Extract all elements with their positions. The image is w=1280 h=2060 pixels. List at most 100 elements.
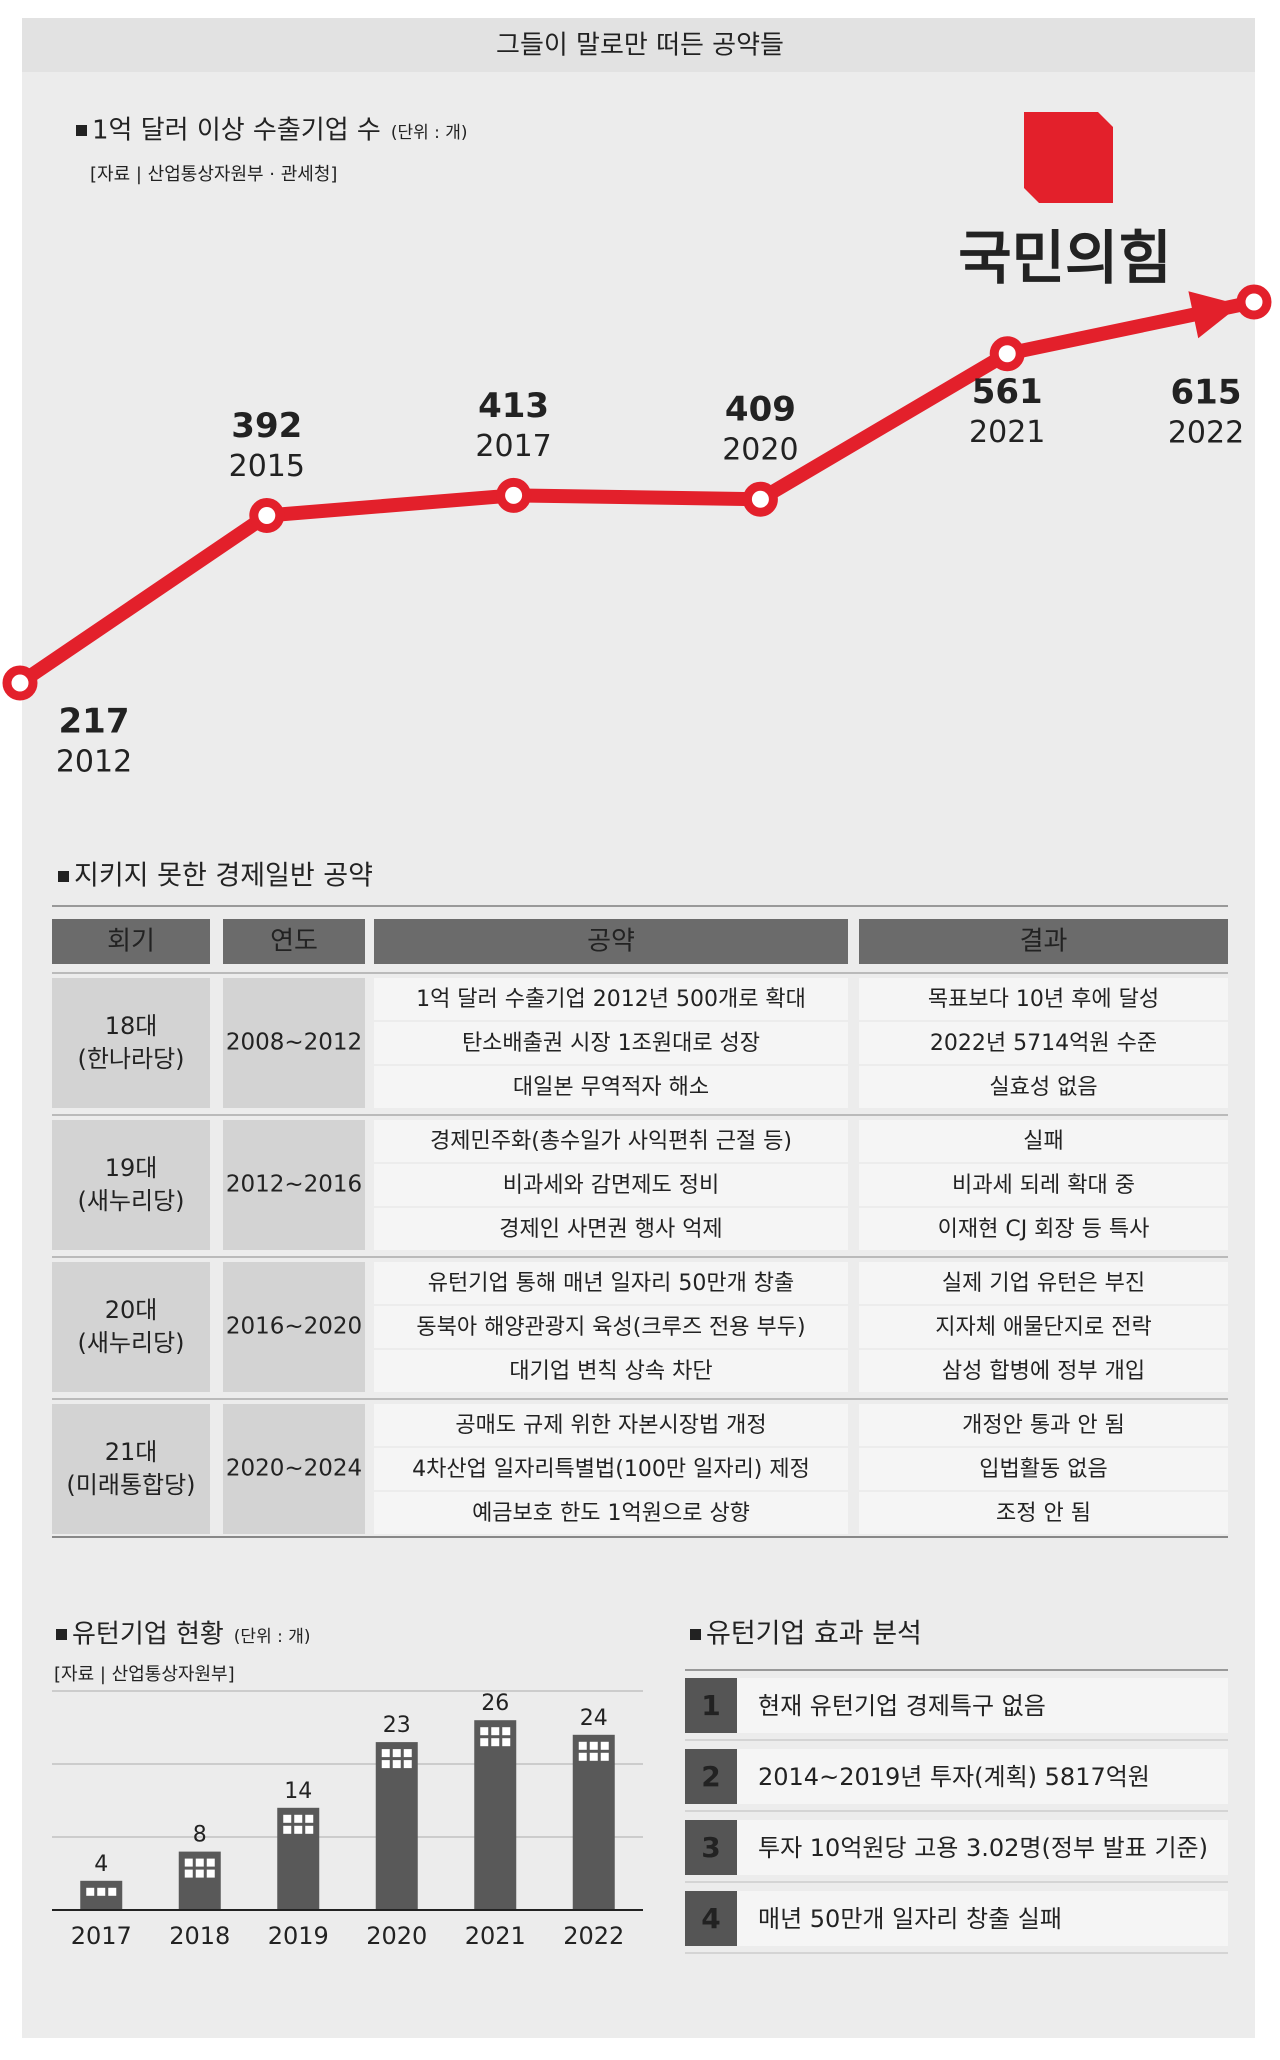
row-cell (374, 1022, 848, 1064)
pledge: 1억 달러 수출기업 2012년 500개로 확대 (416, 987, 806, 1012)
window (589, 1741, 598, 1750)
row-cell (859, 1066, 1228, 1108)
title-band (22, 18, 1255, 72)
row-cell (859, 1350, 1228, 1392)
group-cell (52, 978, 210, 1108)
pledge: 동북아 해양관광지 육성(크루즈 전용 부두) (416, 1315, 805, 1340)
row-cell (374, 1066, 848, 1108)
x-label: 2021 (465, 1922, 526, 1950)
result: 실패 (1023, 1129, 1063, 1154)
row-cell (859, 1492, 1228, 1534)
value-label: 392 (231, 406, 302, 446)
point (249, 497, 285, 533)
bar (572, 1734, 615, 1910)
window (305, 1814, 314, 1823)
window (294, 1825, 303, 1834)
item-text: 현재 유턴기업 경제특구 없음 (758, 1692, 1046, 1720)
window (108, 1887, 117, 1896)
result: 실효성 없음 (989, 1075, 1097, 1100)
session: 19대 (105, 1154, 158, 1182)
window (184, 1869, 193, 1878)
window (86, 1887, 95, 1896)
result: 입법활동 없음 (979, 1457, 1107, 1482)
point (742, 481, 778, 517)
group-cell (52, 1262, 210, 1392)
header-cell (859, 919, 1228, 964)
window (491, 1738, 500, 1747)
row-cell (374, 1448, 848, 1490)
number-box (685, 1678, 737, 1733)
logo-mark (1024, 112, 1113, 203)
window (403, 1749, 412, 1758)
pledge: 유턴기업 통해 매년 일자리 50만개 창출 (428, 1271, 795, 1296)
value-label: 23 (383, 1713, 411, 1738)
item-number: 4 (701, 1902, 720, 1935)
session: 18대 (105, 1012, 158, 1040)
party: (미래통합당) (66, 1471, 195, 1499)
result: 개정안 통과 안 됨 (962, 1413, 1125, 1438)
pledge: 대일본 무역적자 해소 (513, 1075, 709, 1100)
pledge: 비과세와 감면제도 정비 (503, 1173, 719, 1198)
group-cell (223, 1262, 365, 1392)
point (496, 477, 532, 513)
number-box (685, 1749, 737, 1804)
pledge: 경제인 사면권 행사 억제 (499, 1217, 722, 1242)
pledge: 대기업 변칙 상속 차단 (509, 1359, 712, 1384)
point (2, 665, 38, 701)
value-label: 413 (478, 386, 549, 426)
party: (새누리당) (77, 1187, 184, 1215)
result: 조정 안 됨 (996, 1501, 1091, 1526)
window (195, 1858, 204, 1867)
window (184, 1858, 193, 1867)
pledge: 예금보호 한도 1억원으로 상향 (472, 1501, 750, 1526)
page-title: 그들이 말로만 떠든 공약들 (496, 31, 784, 61)
point (989, 336, 1025, 372)
period: 2016~2020 (226, 1314, 362, 1340)
arrow-head (1188, 291, 1241, 339)
number-box (685, 1891, 737, 1946)
window (206, 1869, 215, 1878)
result: 이재현 CJ 회장 등 특사 (938, 1217, 1150, 1242)
item-text: 매년 50만개 일자리 창출 실패 (758, 1905, 1062, 1933)
header-label: 연도 (270, 927, 318, 957)
header-cell (374, 919, 848, 964)
row-cell (859, 1262, 1228, 1304)
value-label: 615 (1171, 373, 1242, 413)
row-cell (374, 1350, 848, 1392)
pledge: 탄소배출권 시장 1조원대로 성장 (462, 1031, 760, 1056)
x-label: 2018 (169, 1922, 230, 1950)
pledge: 4차산업 일자리특별법(100만 일자리) 제정 (412, 1457, 810, 1482)
item-row (685, 1678, 1228, 1733)
window (283, 1825, 292, 1834)
window (392, 1749, 401, 1758)
item-row (685, 1749, 1228, 1804)
row-cell (374, 1262, 848, 1304)
point (1236, 284, 1272, 320)
bar (375, 1742, 418, 1910)
window (294, 1814, 303, 1823)
party: (한나라당) (77, 1045, 184, 1073)
x-label: 2020 (722, 433, 798, 468)
result: 비과세 되레 확대 중 (952, 1173, 1135, 1198)
period: 2008~2012 (226, 1030, 362, 1056)
source-label: [자료 | 산업통상자원부 · 관세청] (90, 164, 337, 185)
x-label: 2015 (229, 449, 305, 484)
header-label: 결과 (1020, 927, 1068, 957)
header-label: 공약 (587, 927, 635, 957)
period: 2012~2016 (226, 1172, 362, 1198)
list-title: 유턴기업 효과 분석 (706, 1619, 922, 1650)
window (206, 1858, 215, 1867)
value-label: 8 (193, 1823, 207, 1848)
result: 삼성 합병에 정부 개입 (942, 1359, 1145, 1384)
period: 2020~2024 (226, 1456, 362, 1482)
window (97, 1887, 106, 1896)
row-cell (859, 1448, 1228, 1490)
x-label: 2017 (71, 1922, 132, 1950)
item-number: 1 (701, 1689, 720, 1722)
row-cell (859, 978, 1228, 1020)
value-label: 26 (481, 1691, 509, 1716)
group-cell (223, 1404, 365, 1534)
value-label: 561 (972, 372, 1043, 412)
